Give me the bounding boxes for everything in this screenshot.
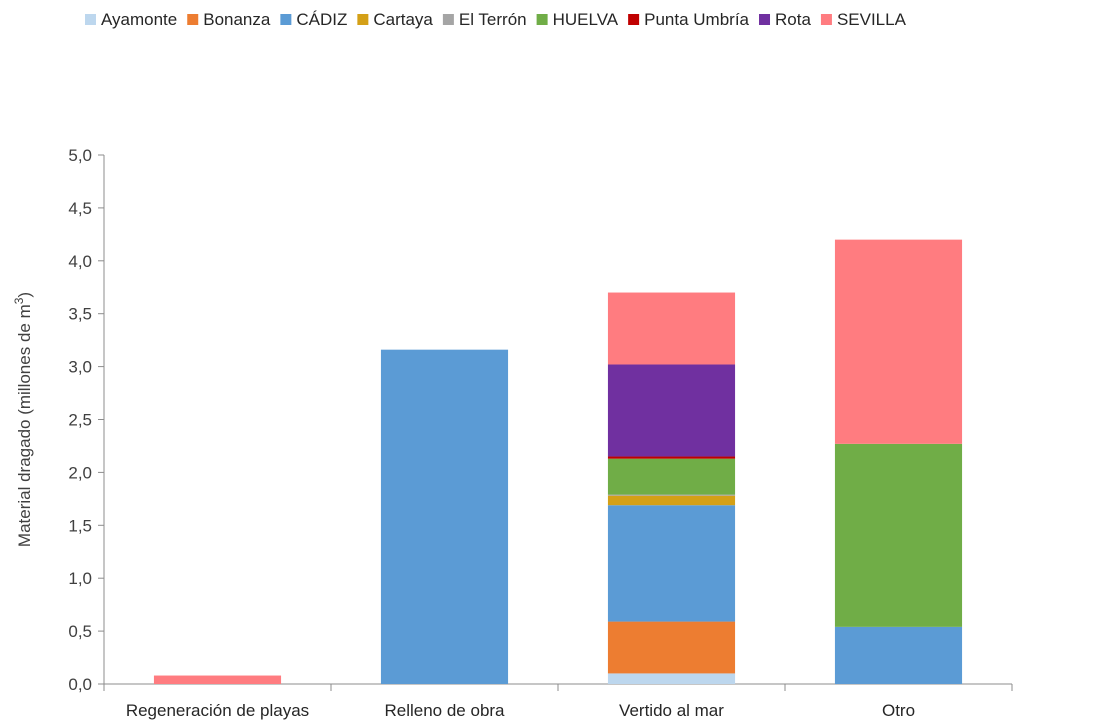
bar-segment: [153, 675, 282, 684]
y-tick-label: 4,5: [68, 199, 92, 218]
bar-segment: [607, 292, 736, 365]
legend-label: Bonanza: [203, 10, 271, 29]
bar-segment: [607, 495, 736, 506]
legend-swatch: [759, 14, 771, 25]
legend-label: Punta Umbría: [644, 10, 749, 29]
y-tick-label: 2,0: [68, 463, 92, 482]
bar-segment: [834, 443, 963, 627]
bar-segment: [834, 626, 963, 684]
bar-segment: [607, 494, 736, 496]
legend-label: CÁDIZ: [296, 10, 347, 29]
legend-swatch: [820, 14, 832, 25]
x-tick-label: Otro: [882, 701, 915, 720]
legend-label: Rota: [775, 10, 811, 29]
bar-segment: [607, 458, 736, 495]
y-tick-label: 4,0: [68, 252, 92, 271]
y-tick-label: 2,5: [68, 411, 92, 430]
legend-swatch: [442, 14, 454, 25]
legend-label: El Terrón: [459, 10, 527, 29]
bars: [153, 239, 963, 684]
legend-swatch: [628, 14, 640, 25]
x-tick-label: Regeneración de playas: [126, 701, 309, 720]
bar-segment: [607, 505, 736, 622]
labels: 0,0 0,5 1,0 1,5 2,0 2,5 3,0 3,5 4,0 4,5 5,0 Regener…: [12, 146, 915, 720]
x-tick-label: Relleno de obra: [384, 701, 505, 720]
bar-segment: [380, 349, 509, 684]
y-tick-label: 1,5: [68, 516, 92, 535]
bar-segment: [607, 364, 736, 457]
bar-segment: [607, 621, 736, 674]
legend-label: HUELVA: [553, 10, 619, 29]
legend-swatch: [280, 14, 292, 25]
bar-segment: [607, 456, 736, 459]
bar-segment: [607, 673, 736, 684]
legend-swatch: [187, 14, 199, 25]
legend-swatch: [357, 14, 369, 25]
legend-label: Cartaya: [373, 10, 433, 29]
y-tick-label: 1,0: [68, 569, 92, 588]
y-tick-label: 3,5: [68, 305, 92, 324]
y-tick-label: 3,0: [68, 358, 92, 377]
legend-label: Ayamonte: [101, 10, 177, 29]
legend-label: SEVILLA: [837, 10, 907, 29]
y-tick-label: 5,0: [68, 146, 92, 165]
legend-swatch: [85, 14, 96, 25]
y-tick-label: 0,5: [68, 622, 92, 641]
x-tick-label: Vertido al mar: [619, 701, 724, 720]
legend-swatch: [536, 14, 548, 25]
bar-segment: [834, 239, 963, 444]
legend: Ayamonte Bonanza CÁDIZ Cartaya El Terrón HUEL…: [85, 10, 907, 29]
y-axis-title: Material dragado (millones de m3): [12, 292, 34, 547]
y-tick-label: 0,0: [68, 675, 92, 694]
